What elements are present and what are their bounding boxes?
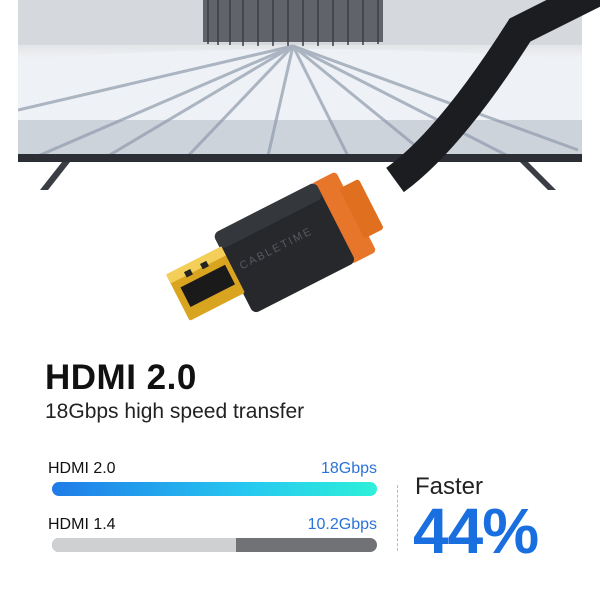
divider xyxy=(397,485,398,551)
product-title: HDMI 2.0 xyxy=(45,358,197,397)
speed-bar-hdmi-2-0 xyxy=(52,482,377,496)
speed-bar-hdmi-1-4 xyxy=(52,538,377,552)
faster-label: Faster xyxy=(415,473,484,500)
cable xyxy=(386,0,600,193)
faster-percent: 44% xyxy=(413,495,539,567)
speed-bar-fill xyxy=(52,538,237,552)
bar-label-hdmi-1-4: HDMI 1.4 xyxy=(48,516,116,533)
product-subtitle: 18Gbps high speed transfer xyxy=(45,400,305,423)
bar-value-hdmi-1-4: 10.2Gbps xyxy=(307,516,377,533)
tv-bezel xyxy=(18,154,582,162)
orange-collar xyxy=(312,172,376,263)
bar-value-hdmi-2-0: 18Gbps xyxy=(320,460,377,477)
hdmi-cable-illustration: CABLETIME xyxy=(166,0,600,321)
bar-label-hdmi-2-0: HDMI 2.0 xyxy=(48,460,116,477)
tv-stands xyxy=(40,162,556,190)
